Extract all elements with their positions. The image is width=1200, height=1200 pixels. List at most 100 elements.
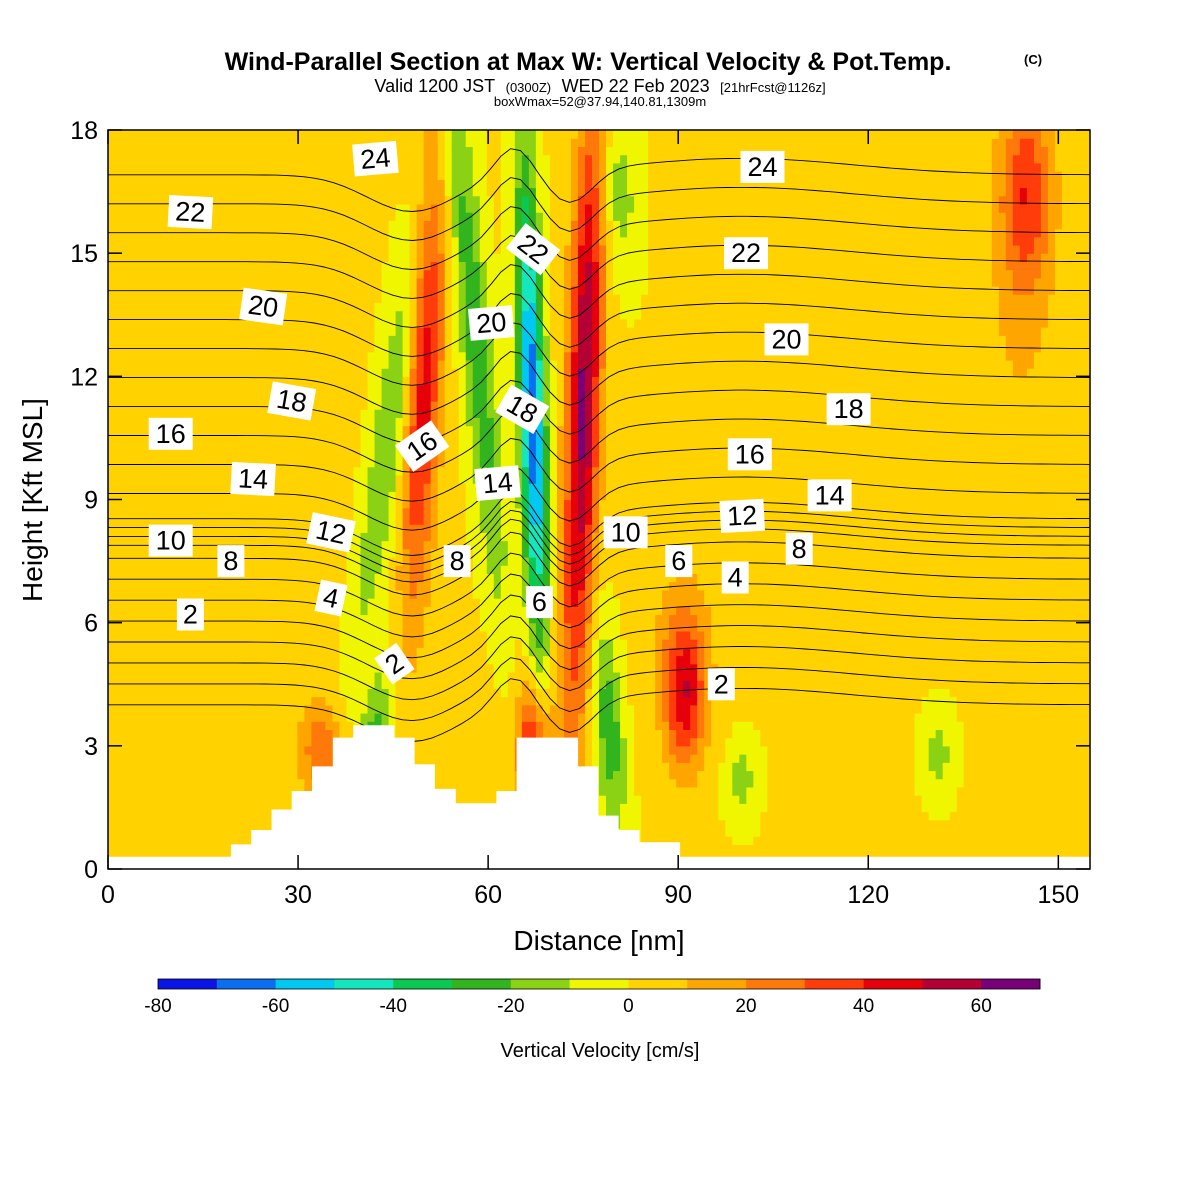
contour-label-20: 10 <box>603 516 648 549</box>
y-tick-label: 9 <box>84 487 98 515</box>
contour-label-30: 2 <box>707 668 735 701</box>
theta-contour-line <box>108 573 1090 638</box>
contour-label-bg <box>719 498 766 534</box>
contour-label-text: 4 <box>321 582 342 614</box>
contour-label-bg <box>443 545 471 578</box>
theta-contour-line <box>108 148 1090 212</box>
colorbar: -80 -60 -40 -20 0 20 40 60 <box>144 978 1041 1017</box>
colorbar-swatch <box>628 979 688 989</box>
contour-label-bg <box>230 461 276 497</box>
contour-label-14: 14 <box>230 461 276 497</box>
contour-label-9: 18 <box>495 384 550 435</box>
vertical-velocity-field <box>108 130 1090 869</box>
contour-label-21: 8 <box>217 545 245 578</box>
contour-label-text: 22 <box>731 238 761 268</box>
contour-label-bg <box>724 237 768 270</box>
colorbar-swatch <box>569 979 629 989</box>
theta-contour-line <box>108 636 1090 701</box>
contour-label-bg <box>665 545 693 578</box>
contour-label-bg <box>721 561 749 594</box>
theta-contour-line <box>108 552 1090 617</box>
colorbar-tick-label: 20 <box>735 996 756 1017</box>
contour-label-bg <box>495 384 550 435</box>
contour-label-bg <box>217 545 245 578</box>
contour-label-2: 22 <box>167 194 214 230</box>
contour-label-text: 20 <box>771 324 801 354</box>
theta-contour-line <box>108 531 1090 596</box>
contour-label-5: 20 <box>239 287 288 326</box>
contour-label-16: 14 <box>807 479 852 512</box>
theta-contour-line <box>108 678 1090 742</box>
theta-contour-line <box>108 177 1090 241</box>
x-tick-label: 0 <box>101 881 115 909</box>
contour-label-7: 20 <box>764 323 809 356</box>
contour-label-22: 8 <box>443 545 471 578</box>
y-tick-label: 15 <box>70 240 98 268</box>
contour-label-text: 24 <box>359 142 392 175</box>
colorbar-tick-label: -60 <box>262 996 289 1017</box>
x-tick-label: 120 <box>847 881 889 909</box>
contour-label-bg <box>807 479 852 512</box>
contour-label-bg <box>176 598 204 631</box>
contour-label-6: 20 <box>467 305 515 341</box>
x-tick-label: 90 <box>664 881 692 909</box>
theta-contour-line <box>108 615 1090 680</box>
y-axis-title: Height [Kft MSL] <box>17 398 48 602</box>
contour-label-bg <box>474 465 521 501</box>
contour-label-text: 8 <box>223 546 238 576</box>
colorbar-tick-label: -40 <box>379 996 406 1017</box>
contour-label-10: 18 <box>826 393 871 426</box>
x-tick-label: 150 <box>1037 881 1079 909</box>
theta-contour-line <box>108 322 1090 386</box>
colorbar-swatch <box>275 979 335 989</box>
y-tick-label: 18 <box>70 117 98 145</box>
contour-label-24: 6 <box>665 545 693 578</box>
valid-time-utc: (0300Z) <box>506 80 552 95</box>
contour-label-28: 2 <box>176 598 204 631</box>
contour-label-text: 2 <box>183 600 198 630</box>
x-tick-label: 60 <box>474 881 502 909</box>
contour-label-text: 12 <box>313 515 349 551</box>
contour-label-bg <box>167 194 214 230</box>
box-wmax-info: boxWmax=52@37.94,140.81,1309m <box>494 94 706 109</box>
contour-label-text: 6 <box>671 546 686 576</box>
x-tick-label: 30 <box>284 881 312 909</box>
y-tick-label: 3 <box>84 733 98 761</box>
colorbar-swatch <box>687 979 747 989</box>
contour-label-1: 24 <box>740 150 785 183</box>
theta-contour-line <box>108 408 1090 473</box>
contour-label-text: 24 <box>747 152 777 182</box>
colorbar-swatch <box>393 979 453 989</box>
contour-label-text: 14 <box>237 463 269 495</box>
colorbar-tick-label: -80 <box>144 996 171 1017</box>
contour-label-bg <box>707 668 735 701</box>
chart-title: Wind-Parallel Section at Max W: Vertical… <box>225 48 952 76</box>
contour-label-bg <box>148 417 193 450</box>
theta-contour-line <box>108 657 1090 722</box>
theta-contour-line <box>108 264 1090 328</box>
contour-label-text: 10 <box>611 517 641 547</box>
colorbar-tick-label: -20 <box>497 996 524 1017</box>
terrain-profile <box>108 725 1090 869</box>
contour-label-26: 4 <box>314 579 348 617</box>
contour-label-text: 8 <box>450 546 465 576</box>
y-tick-label: 6 <box>84 610 98 638</box>
contour-label-8: 18 <box>267 381 317 421</box>
contour-label-bg <box>740 150 785 183</box>
contour-label-4: 22 <box>724 237 768 270</box>
contour-label-text: 14 <box>815 480 845 510</box>
contour-label-bg <box>764 323 809 356</box>
axes: 0 30 60 90 120 150 0 3 6 9 12 15 18 <box>70 117 1090 909</box>
contour-label-text: 22 <box>175 196 207 228</box>
contour-label-bg <box>826 393 871 426</box>
contour-label-bg <box>395 420 450 472</box>
theta-contour-line <box>108 501 1090 565</box>
terrain <box>108 725 1090 869</box>
contour-label-bg <box>267 381 317 421</box>
contour-label-text: 20 <box>246 290 280 324</box>
contour-label-text: 8 <box>792 534 807 564</box>
forecast-info: [21hrFcst@1126z] <box>720 80 825 95</box>
contour-label-bg <box>525 586 553 619</box>
